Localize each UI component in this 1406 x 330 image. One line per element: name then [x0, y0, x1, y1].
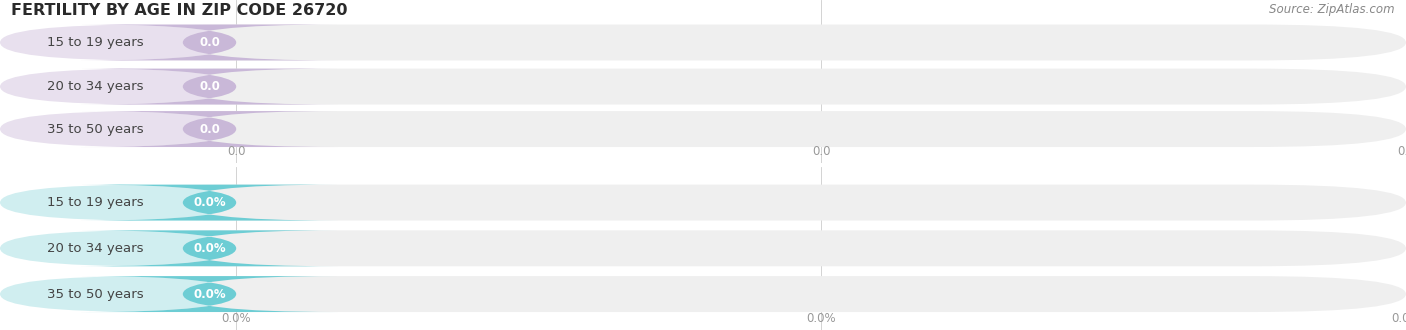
Text: 0.0: 0.0	[200, 36, 219, 49]
Text: 0.0: 0.0	[200, 122, 219, 136]
Text: 35 to 50 years: 35 to 50 years	[46, 122, 143, 136]
FancyBboxPatch shape	[82, 230, 337, 266]
FancyBboxPatch shape	[0, 69, 236, 105]
Text: 0.0%: 0.0%	[193, 287, 226, 301]
Text: 35 to 50 years: 35 to 50 years	[46, 287, 143, 301]
Text: 15 to 19 years: 15 to 19 years	[46, 196, 143, 209]
FancyBboxPatch shape	[82, 276, 1406, 312]
Text: 0.0: 0.0	[200, 80, 219, 93]
FancyBboxPatch shape	[82, 111, 337, 147]
FancyBboxPatch shape	[82, 69, 1406, 105]
Text: 0.0: 0.0	[811, 146, 831, 158]
Text: Source: ZipAtlas.com: Source: ZipAtlas.com	[1270, 3, 1395, 16]
FancyBboxPatch shape	[0, 230, 236, 266]
FancyBboxPatch shape	[82, 276, 337, 312]
Text: 20 to 34 years: 20 to 34 years	[46, 242, 143, 255]
Text: 0.0%: 0.0%	[806, 312, 837, 325]
FancyBboxPatch shape	[0, 24, 236, 60]
FancyBboxPatch shape	[82, 24, 337, 60]
FancyBboxPatch shape	[0, 184, 236, 220]
Text: 0.0%: 0.0%	[193, 196, 226, 209]
FancyBboxPatch shape	[82, 230, 1406, 266]
Text: 0.0%: 0.0%	[221, 312, 252, 325]
Text: 0.0%: 0.0%	[1391, 312, 1406, 325]
FancyBboxPatch shape	[0, 111, 236, 147]
FancyBboxPatch shape	[82, 111, 1406, 147]
Text: 0.0: 0.0	[226, 146, 246, 158]
FancyBboxPatch shape	[82, 69, 337, 105]
Text: 0.0: 0.0	[1396, 146, 1406, 158]
FancyBboxPatch shape	[82, 184, 1406, 220]
Text: 20 to 34 years: 20 to 34 years	[46, 80, 143, 93]
FancyBboxPatch shape	[0, 276, 236, 312]
Text: FERTILITY BY AGE IN ZIP CODE 26720: FERTILITY BY AGE IN ZIP CODE 26720	[11, 3, 347, 18]
FancyBboxPatch shape	[82, 184, 337, 220]
FancyBboxPatch shape	[82, 24, 1406, 60]
Text: 15 to 19 years: 15 to 19 years	[46, 36, 143, 49]
Text: 0.0%: 0.0%	[193, 242, 226, 255]
